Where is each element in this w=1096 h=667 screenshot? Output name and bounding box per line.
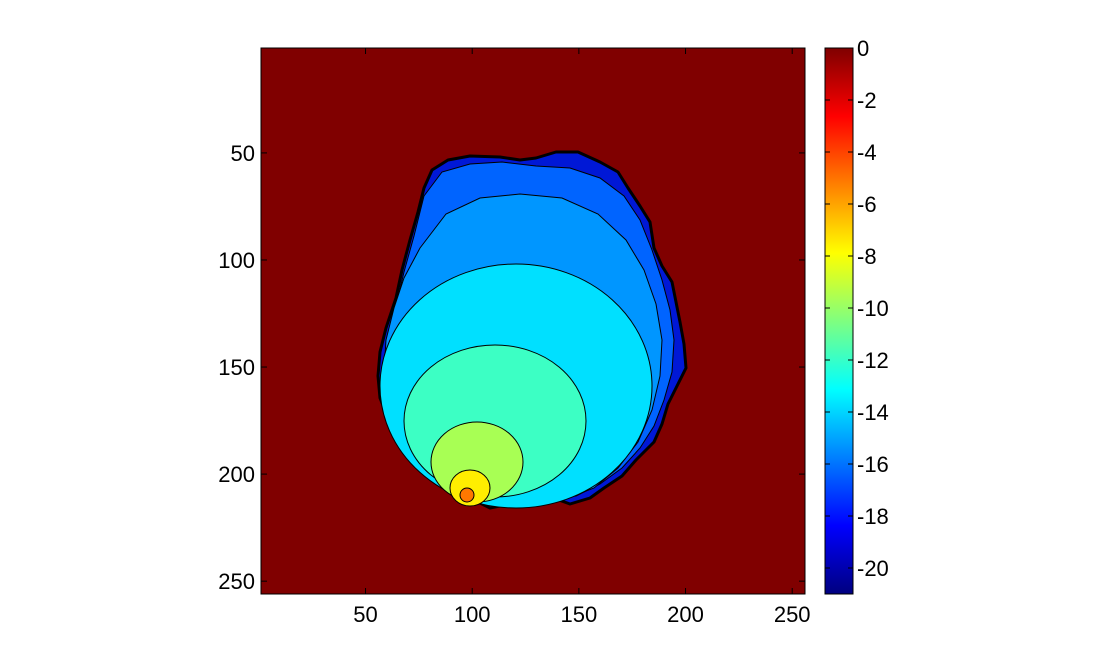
x-tick-label: 150 [561, 602, 598, 627]
colorbar-tick-label: 0 [857, 36, 869, 61]
contour-level-8 [459, 487, 475, 503]
y-tick-label: 200 [218, 462, 255, 487]
x-tick-label: 200 [667, 602, 704, 627]
colorbar-ticks: 0 -2 -4 -6 -8 -10 -12 -14 -16 -18 -20 [825, 36, 889, 581]
y-tick-label: 150 [218, 355, 255, 380]
colorbar-tick-label: -10 [857, 296, 889, 321]
y-tick-label: 50 [231, 141, 255, 166]
x-tick-label: 100 [454, 602, 491, 627]
colorbar-tick-label: -2 [857, 88, 877, 113]
plot-frame [260, 47, 806, 595]
colorbar-tick-label: -6 [857, 192, 877, 217]
y-axis-ticks: 50 100 150 200 250 [218, 141, 805, 594]
y-tick-label: 100 [218, 248, 255, 273]
colorbar [824, 47, 854, 595]
colorbar-tick-label: -12 [857, 348, 889, 373]
colorbar-tick-label: -16 [857, 452, 889, 477]
y-tick-label: 250 [218, 569, 255, 594]
colorbar-tick-label: -20 [857, 556, 889, 581]
x-tick-label: 250 [774, 602, 811, 627]
x-tick-label: 50 [353, 602, 377, 627]
x-axis-ticks: 50 100 150 200 250 [353, 48, 811, 627]
colorbar-tick-label: -18 [857, 504, 889, 529]
colorbar-tick-label: -14 [857, 400, 889, 425]
colorbar-tick-label: -4 [857, 140, 877, 165]
contour-regions [376, 150, 688, 510]
colorbar-tick-label: -8 [857, 244, 877, 269]
